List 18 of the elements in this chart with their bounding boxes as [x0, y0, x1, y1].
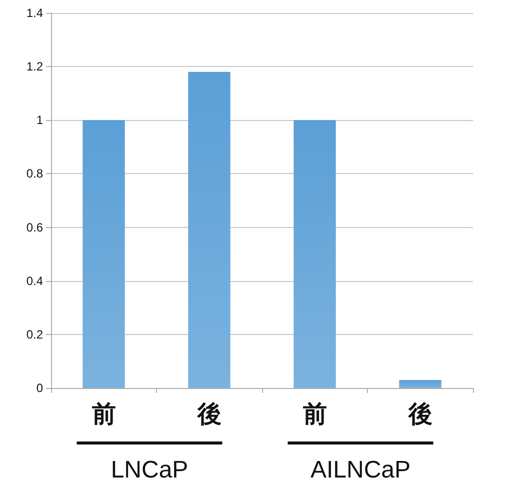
- y-tick-label: 0: [36, 381, 44, 395]
- bar: [294, 120, 336, 388]
- x-tick-label: 前: [302, 400, 327, 428]
- bar: [188, 72, 230, 388]
- y-tick-label: 1: [36, 113, 44, 128]
- text: LNCaP: [110, 456, 188, 484]
- x-tick-label: 前: [90, 400, 116, 428]
- bar: [82, 120, 125, 388]
- bar: [399, 380, 442, 388]
- x-tick-label: 後: [407, 400, 432, 428]
- y-tick-label: 0.2: [26, 327, 44, 342]
- y-tick-label: 0.4: [26, 274, 44, 288]
- y-tick-label: 0.6: [26, 220, 44, 234]
- y-tick-label: 0.8: [26, 166, 44, 181]
- y-tick-label: 1.2: [26, 60, 44, 74]
- x-tick-label: 後: [196, 400, 222, 428]
- y-tick-label: 1.4: [26, 6, 44, 20]
- text: AILNCaP: [310, 456, 411, 484]
